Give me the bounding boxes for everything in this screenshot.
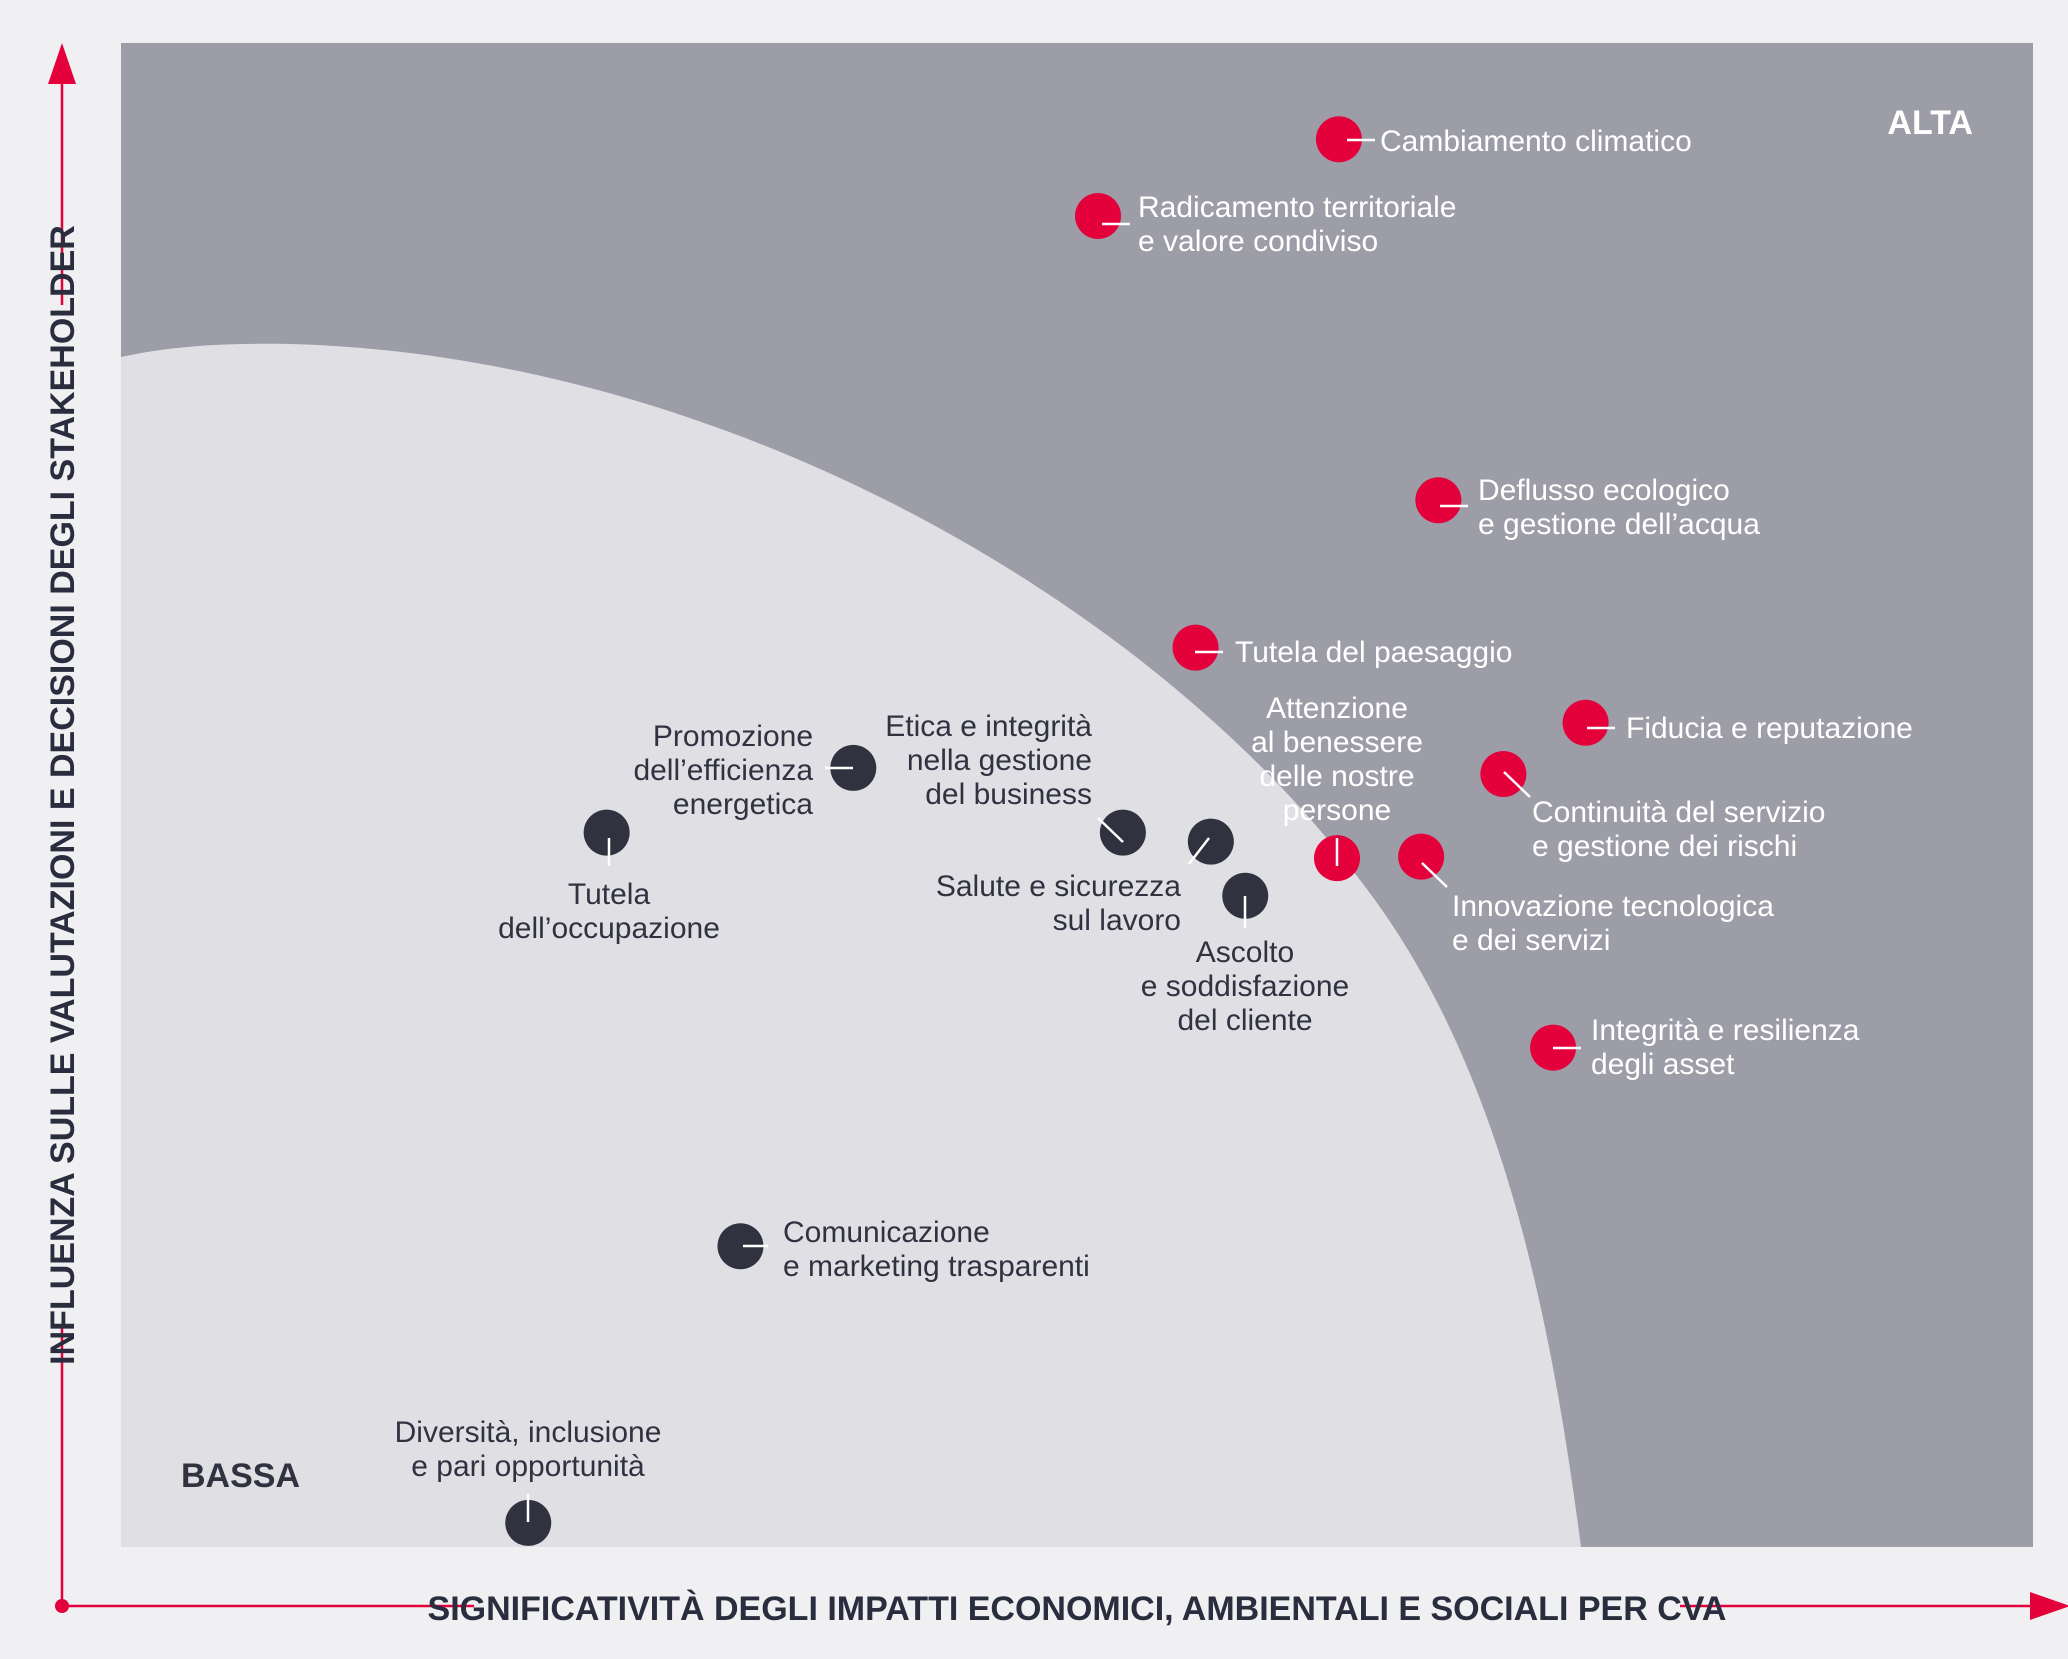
label-line: Radicamento territoriale bbox=[1138, 191, 1456, 224]
label-line: del cliente bbox=[1177, 1004, 1312, 1037]
data-point-label: Continuità del servizio e gestione dei ri… bbox=[1532, 796, 1825, 863]
data-point bbox=[1562, 699, 1609, 746]
data-point bbox=[1315, 116, 1362, 163]
material-topic-5: Fiducia e reputazione bbox=[1562, 699, 1913, 746]
data-point-label: Deflusso ecologico e gestione dell’acqua bbox=[1478, 474, 1760, 541]
label-line: e pari opportunità bbox=[411, 1450, 645, 1483]
material-topic-2: Radicamento territoriale e valore condivi… bbox=[1075, 191, 1456, 258]
x-axis-arrowhead bbox=[2030, 1592, 2068, 1620]
label-line: al benessere bbox=[1251, 726, 1423, 759]
material-topic-8: Innovazione tecnologica e dei servizi bbox=[1398, 833, 1774, 957]
y-axis: INFLUENZA SULLE VALUTAZIONI E DECISIONI … bbox=[44, 43, 82, 1606]
data-point bbox=[505, 1499, 552, 1546]
material-topic-4: Tutela del paesaggio bbox=[1172, 624, 1512, 671]
corner-label-high: ALTA bbox=[1887, 104, 1973, 142]
material-topic-9: Integrità e resilienza degli asset bbox=[1530, 1014, 1860, 1081]
label-line: Comunicazione bbox=[783, 1216, 990, 1249]
x-axis: SIGNIFICATIVITÀ DEGLI IMPATTI ECONOMICI,… bbox=[55, 1590, 2068, 1628]
data-point bbox=[583, 809, 630, 856]
data-point bbox=[1075, 192, 1122, 239]
y-axis-title: INFLUENZA SULLE VALUTAZIONI E DECISIONI … bbox=[44, 225, 82, 1365]
label-line: Integrità e resilienza bbox=[1591, 1014, 1860, 1047]
data-point bbox=[717, 1223, 764, 1270]
topic-2: Tutela dell’occupazione bbox=[498, 809, 720, 945]
topic-1: Promozione dell’efficienza energetica bbox=[633, 720, 877, 821]
label-line: Tutela del paesaggio bbox=[1235, 636, 1512, 669]
data-point-label: Fiducia e reputazione bbox=[1626, 712, 1913, 745]
label-line: energetica bbox=[673, 788, 813, 821]
data-point-label: Etica e integrità nella gestione del busin… bbox=[885, 710, 1092, 811]
data-point-label: Salute e sicurezza sul lavoro bbox=[936, 870, 1181, 937]
label-line: Promozione bbox=[653, 720, 813, 753]
topic-4: Salute e sicurezza sul lavoro bbox=[936, 818, 1234, 937]
data-point-label: Radicamento territoriale e valore condivi… bbox=[1138, 191, 1456, 258]
data-point-label: Integrità e resilienza degli asset bbox=[1591, 1014, 1860, 1081]
material-topic-7: Attenzione al benessere delle nostre person… bbox=[1251, 692, 1423, 882]
label-line: e gestione dell’acqua bbox=[1478, 508, 1760, 541]
data-point-label: Comunicazione e marketing trasparenti bbox=[783, 1216, 1090, 1283]
data-point-label: Cambiamento climatico bbox=[1380, 125, 1692, 158]
label-line: Deflusso ecologico bbox=[1478, 474, 1730, 507]
material-topic-1: Cambiamento climatico bbox=[1315, 116, 1692, 163]
material-topic-6: Continuità del servizio e gestione dei ri… bbox=[1480, 750, 1825, 863]
label-line: Etica e integrità bbox=[885, 710, 1092, 743]
data-point bbox=[1099, 809, 1146, 856]
data-point-label: Diversità, inclusione e pari opportunità bbox=[395, 1416, 662, 1483]
data-point bbox=[1187, 818, 1234, 865]
label-line: dell’occupazione bbox=[498, 912, 720, 945]
label-line: Tutela bbox=[568, 878, 651, 911]
data-point-label: Attenzione al benessere delle nostre person… bbox=[1251, 692, 1423, 827]
label-line: Salute e sicurezza bbox=[936, 870, 1181, 903]
topic-6: Comunicazione e marketing trasparenti bbox=[717, 1216, 1090, 1283]
label-line: Diversità, inclusione bbox=[395, 1416, 662, 1449]
label-line: sul lavoro bbox=[1053, 904, 1181, 937]
label-line: Innovazione tecnologica bbox=[1452, 890, 1774, 923]
label-line: e marketing trasparenti bbox=[783, 1250, 1090, 1283]
data-point bbox=[1222, 872, 1269, 919]
topic-3: Etica e integrità nella gestione del busin… bbox=[885, 710, 1146, 856]
data-point-label: Ascolto e soddisfazione del cliente bbox=[1141, 936, 1349, 1037]
non-material-area bbox=[121, 343, 1581, 1547]
topic-5: Ascolto e soddisfazione del cliente bbox=[1141, 872, 1349, 1037]
data-point-label: Promozione dell’efficienza energetica bbox=[633, 720, 813, 821]
label-line: del business bbox=[925, 778, 1092, 811]
material-topic-3: Deflusso ecologico e gestione dell’acqua bbox=[1415, 474, 1760, 541]
label-leader-line bbox=[1421, 862, 1448, 888]
data-point-label: Innovazione tecnologica e dei servizi bbox=[1452, 890, 1774, 957]
label-line: persone bbox=[1283, 794, 1391, 827]
label-leader-line bbox=[1097, 817, 1124, 843]
label-line: degli asset bbox=[1591, 1048, 1735, 1081]
corner-label-low: BASSA bbox=[181, 1457, 300, 1495]
label-line: delle nostre bbox=[1259, 760, 1414, 793]
label-line: dell’efficienza bbox=[633, 754, 813, 787]
data-point bbox=[1480, 750, 1527, 797]
label-line: e dei servizi bbox=[1452, 924, 1610, 957]
data-point-label: Tutela del paesaggio bbox=[1235, 636, 1512, 669]
label-line: e soddisfazione bbox=[1141, 970, 1349, 1003]
data-point bbox=[1172, 624, 1219, 671]
label-line: Continuità del servizio bbox=[1532, 796, 1825, 829]
label-line: Cambiamento climatico bbox=[1380, 125, 1692, 158]
data-point bbox=[1415, 477, 1462, 524]
label-line: e valore condiviso bbox=[1138, 225, 1378, 258]
label-line: Attenzione bbox=[1266, 692, 1408, 725]
label-line: Ascolto bbox=[1196, 936, 1294, 969]
label-line: nella gestione bbox=[907, 744, 1092, 777]
label-leader-line bbox=[1503, 771, 1531, 798]
x-axis-title: SIGNIFICATIVITÀ DEGLI IMPATTI ECONOMICI,… bbox=[428, 1590, 1727, 1628]
data-point bbox=[1398, 833, 1445, 880]
data-points: Cambiamento climatico Radicamento territo… bbox=[395, 116, 1913, 1546]
data-point bbox=[830, 744, 877, 791]
data-point-label: Tutela dell’occupazione bbox=[498, 878, 720, 945]
label-leader-line bbox=[1188, 837, 1210, 865]
label-line: e gestione dei rischi bbox=[1532, 830, 1797, 863]
y-axis-arrowhead bbox=[48, 43, 76, 84]
label-line: Fiducia e reputazione bbox=[1626, 712, 1913, 745]
topic-7: Diversità, inclusione e pari opportunità bbox=[395, 1416, 662, 1546]
